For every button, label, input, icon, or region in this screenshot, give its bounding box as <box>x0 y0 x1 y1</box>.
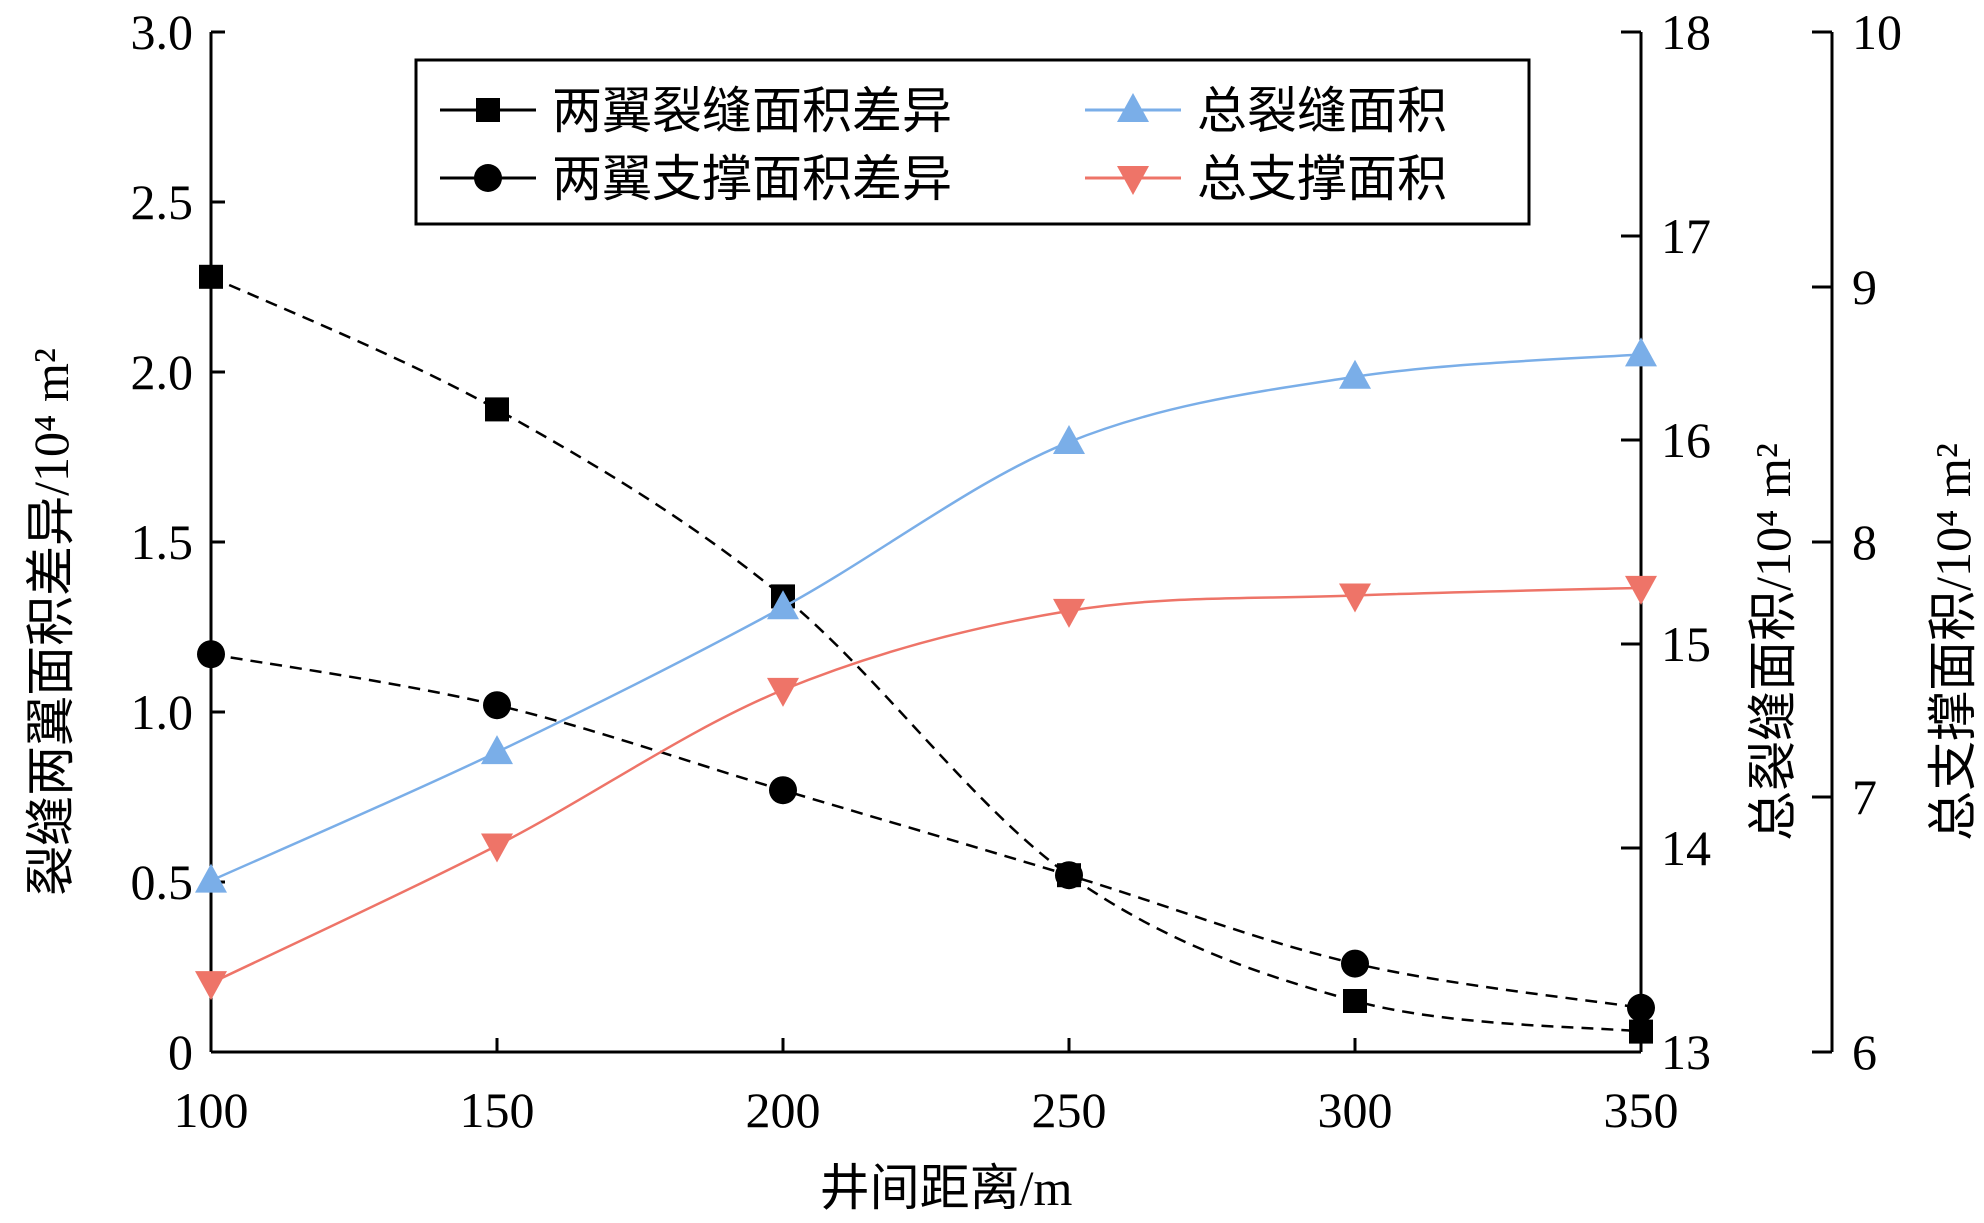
series-line-2 <box>210 353 1642 882</box>
data-point <box>197 640 225 669</box>
left-tick-label: 1.5 <box>131 514 194 570</box>
data-point <box>1339 359 1371 389</box>
legend-box <box>414 58 1531 226</box>
x-tick-label: 100 <box>174 1082 249 1138</box>
right1-tick-label: 14 <box>1661 820 1711 876</box>
right1-axis-label: 总裂缝面积/10⁴ m² <box>1745 443 1801 841</box>
data-point <box>1629 1019 1653 1044</box>
legend-label: 总裂缝面积 <box>1197 83 1447 139</box>
right2-tick-label: 10 <box>1852 4 1902 60</box>
data-point <box>1339 583 1371 613</box>
data-point <box>195 971 227 1001</box>
data-point <box>483 691 511 720</box>
right1-tick-label: 16 <box>1661 412 1711 468</box>
data-point <box>1343 989 1367 1013</box>
right1-tick-label: 17 <box>1661 208 1711 264</box>
left-tick-label: 0.5 <box>131 854 194 910</box>
data-point <box>1627 993 1655 1022</box>
series-line-3 <box>210 586 1642 985</box>
data-point <box>767 590 799 620</box>
left-tick-label: 3.0 <box>131 4 194 60</box>
legend-marker <box>1117 166 1149 195</box>
x-tick-label: 150 <box>460 1082 535 1138</box>
series-line-0 <box>210 275 1642 1033</box>
left-tick-label: 1.0 <box>131 684 194 740</box>
right2-tick-label: 7 <box>1852 769 1877 825</box>
data-point <box>1055 861 1083 890</box>
legend-label: 两翼裂缝面积差异 <box>552 83 952 139</box>
x-tick-label: 300 <box>1318 1082 1393 1138</box>
right2-tick-label: 9 <box>1852 259 1877 315</box>
data-point <box>767 677 799 707</box>
data-point <box>485 397 509 422</box>
left-tick-label: 0 <box>168 1024 193 1080</box>
legend-marker <box>474 164 502 192</box>
right2-tick-label: 8 <box>1852 514 1877 570</box>
left-axis-label: 裂缝两翼面积差异/10⁴ m² <box>23 348 79 896</box>
data-point <box>481 735 513 765</box>
legend-label: 两翼支撑面积差异 <box>552 151 952 207</box>
left-tick-label: 2.0 <box>131 344 194 400</box>
right1-tick-label: 18 <box>1661 4 1711 60</box>
legend-label: 总支撑面积 <box>1197 151 1447 207</box>
data-point <box>481 833 513 863</box>
legend-marker <box>1117 93 1149 122</box>
data-point <box>1341 949 1369 978</box>
right2-axis-label: 总支撑面积/10⁴ m² <box>1925 443 1981 841</box>
x-tick-label: 350 <box>1604 1082 1679 1138</box>
data-point <box>1053 598 1085 628</box>
data-point <box>199 264 223 289</box>
left-tick-label: 2.5 <box>131 174 194 230</box>
data-point <box>1625 575 1657 605</box>
legend-marker <box>476 98 500 122</box>
x-tick-label: 250 <box>1032 1082 1107 1138</box>
data-point <box>769 776 797 805</box>
x-tick-label: 200 <box>746 1082 821 1138</box>
right1-tick-label: 15 <box>1661 616 1711 672</box>
data-point <box>1053 425 1085 455</box>
right1-tick-label: 13 <box>1661 1024 1711 1080</box>
data-point <box>1625 337 1657 367</box>
x-axis-label: 井间距离/m <box>820 1160 1073 1216</box>
right2-tick-label: 6 <box>1852 1024 1877 1080</box>
series-line-1 <box>210 652 1642 1010</box>
data-point <box>195 863 227 893</box>
